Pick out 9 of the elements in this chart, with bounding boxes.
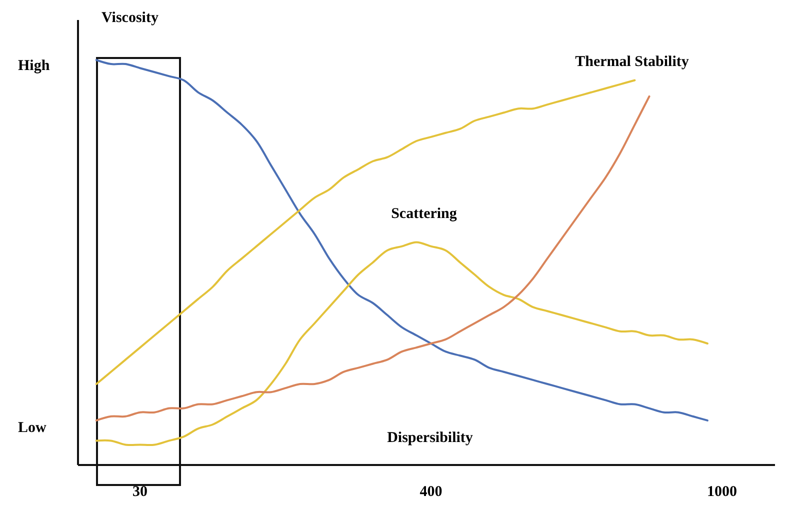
annotation: Dispersibility — [387, 430, 474, 446]
series-label: Scattering — [391, 206, 458, 222]
x-tick-label: 1000 — [707, 484, 737, 500]
x-tick-label: 400 — [420, 484, 442, 500]
text: High — [18, 58, 50, 74]
text: Low — [18, 420, 47, 436]
x-tick-label: 30 — [132, 484, 148, 500]
series-label: Thermal Stability — [575, 54, 690, 70]
text: Viscosity — [102, 10, 159, 26]
